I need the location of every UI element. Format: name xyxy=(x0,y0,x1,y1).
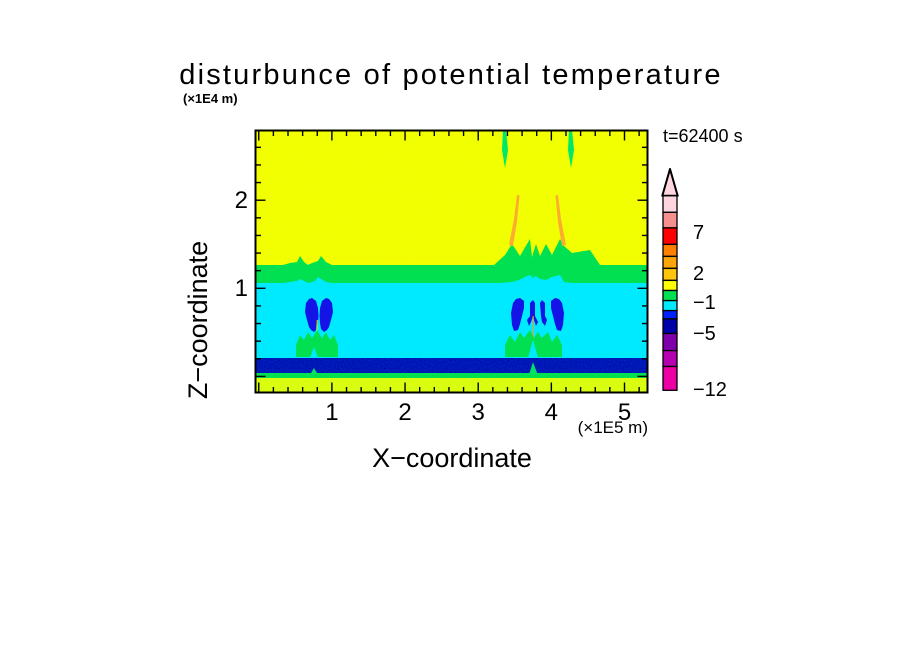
svg-text:(×1E5 m): (×1E5 m) xyxy=(578,418,648,437)
svg-text:t=62400 s: t=62400 s xyxy=(663,126,743,146)
svg-text:X−coordinate: X−coordinate xyxy=(372,443,532,473)
svg-text:−1: −1 xyxy=(693,292,716,314)
svg-text:1: 1 xyxy=(325,399,338,426)
svg-text:2: 2 xyxy=(693,263,704,285)
svg-text:disturbunce of potential tempe: disturbunce of potential temperature xyxy=(179,59,722,91)
svg-text:(×1E4 m): (×1E4 m) xyxy=(183,91,238,106)
svg-text:−12: −12 xyxy=(693,379,727,401)
svg-text:2: 2 xyxy=(235,187,248,214)
svg-text:2: 2 xyxy=(398,399,411,426)
svg-text:1: 1 xyxy=(235,275,248,302)
svg-text:7: 7 xyxy=(693,222,704,244)
svg-text:4: 4 xyxy=(545,399,558,426)
svg-text:−5: −5 xyxy=(693,323,716,345)
svg-text:3: 3 xyxy=(472,399,485,426)
svg-text:Z−coordinate: Z−coordinate xyxy=(183,241,213,399)
